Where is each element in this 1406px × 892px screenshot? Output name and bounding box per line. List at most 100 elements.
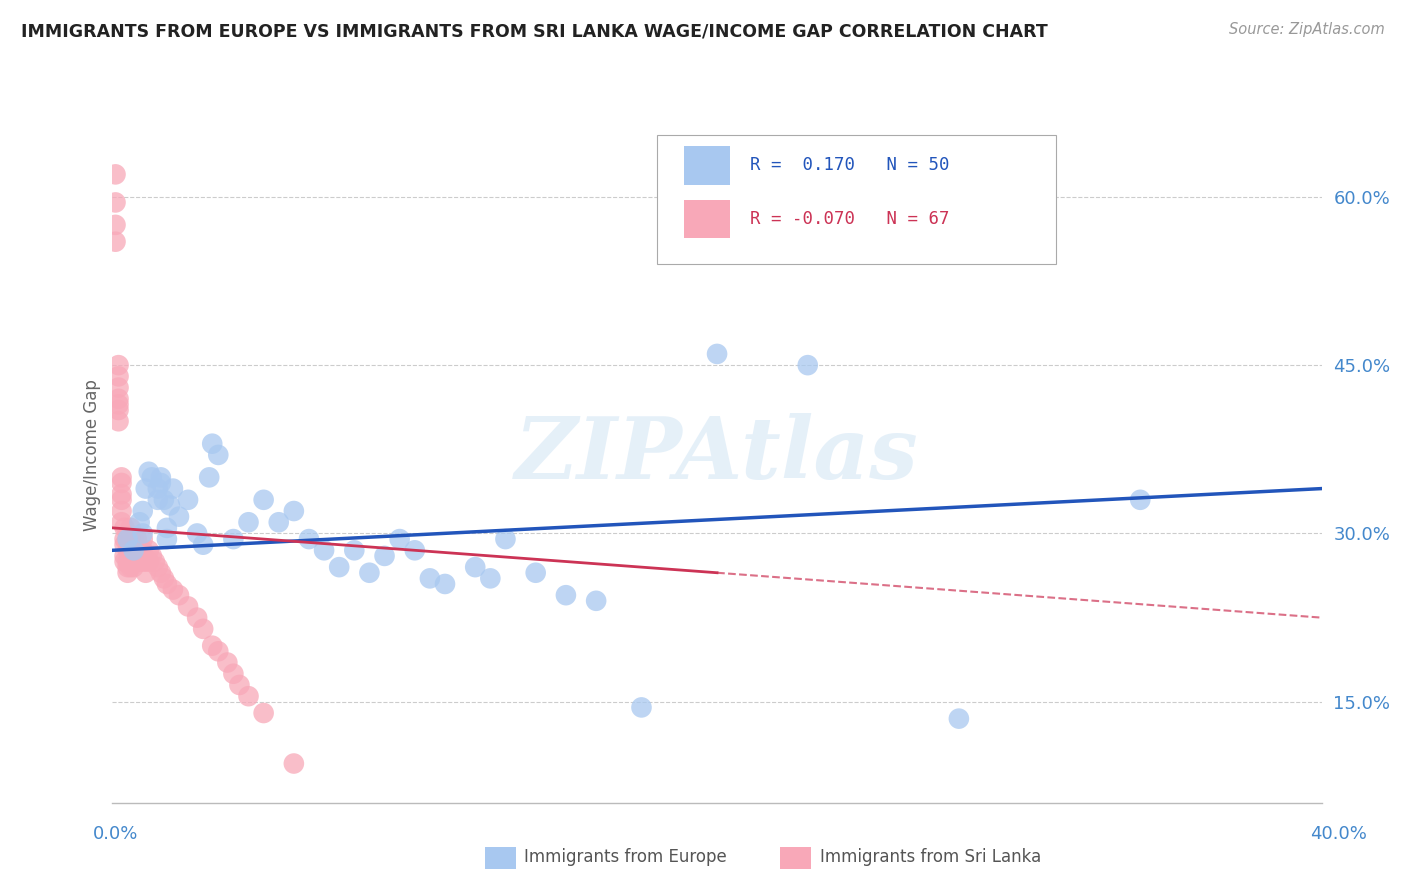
Point [298, 532, 321, 546]
Text: Source: ZipAtlas.com: Source: ZipAtlas.com [1229, 22, 1385, 37]
Point [138, 543, 160, 558]
Point [948, 712, 970, 726]
Point [122, 549, 145, 563]
Point [149, 470, 172, 484]
Point [120, 532, 142, 546]
Point [156, 577, 179, 591]
Point [201, 436, 224, 450]
Text: ZIPAtlas: ZIPAtlas [515, 413, 920, 497]
Point [120, 560, 142, 574]
Point [524, 566, 547, 580]
Point [141, 549, 163, 563]
Point [167, 588, 190, 602]
Point [153, 492, 176, 507]
Point [117, 532, 139, 546]
FancyBboxPatch shape [657, 135, 1056, 263]
Point [120, 555, 142, 569]
Point [122, 560, 145, 574]
Point [135, 482, 157, 496]
Point [198, 470, 221, 484]
Point [107, 403, 129, 417]
Point [104, 195, 127, 210]
Point [207, 448, 229, 462]
Point [630, 700, 652, 714]
Point [122, 543, 145, 558]
Point [177, 492, 200, 507]
Point [114, 532, 136, 546]
Point [110, 492, 132, 507]
Point [132, 504, 155, 518]
Point [135, 555, 157, 569]
Point [110, 504, 132, 518]
Point [138, 465, 160, 479]
Point [177, 599, 200, 614]
Point [120, 543, 142, 558]
Point [135, 566, 157, 580]
Point [114, 555, 136, 569]
Point [146, 482, 169, 496]
Point [433, 577, 456, 591]
Text: 0.0%: 0.0% [93, 825, 138, 843]
Point [419, 571, 441, 585]
Text: Immigrants from Sri Lanka: Immigrants from Sri Lanka [820, 848, 1040, 866]
Point [132, 526, 155, 541]
Point [117, 532, 139, 546]
Point [706, 347, 728, 361]
Point [146, 560, 169, 574]
Point [110, 470, 132, 484]
Point [110, 515, 132, 529]
Point [267, 515, 290, 529]
Point [186, 610, 208, 624]
Point [125, 549, 148, 563]
Point [125, 532, 148, 546]
Point [107, 392, 129, 406]
Point [388, 532, 411, 546]
Point [238, 515, 260, 529]
Y-axis label: Wage/Income Gap: Wage/Income Gap [83, 379, 101, 531]
Point [114, 538, 136, 552]
Point [117, 543, 139, 558]
Bar [685, 146, 730, 185]
Point [128, 555, 150, 569]
Point [122, 543, 145, 558]
Point [117, 555, 139, 569]
Point [143, 555, 166, 569]
Point [585, 594, 607, 608]
Point [132, 543, 155, 558]
Point [554, 588, 576, 602]
Bar [685, 200, 730, 238]
Point [253, 492, 276, 507]
Point [125, 543, 148, 558]
Point [162, 482, 184, 496]
Point [128, 515, 150, 529]
Point [132, 555, 155, 569]
Point [138, 555, 160, 569]
Text: R =  0.170   N = 50: R = 0.170 N = 50 [749, 156, 949, 175]
Point [104, 235, 127, 249]
Point [201, 639, 224, 653]
Text: IMMIGRANTS FROM EUROPE VS IMMIGRANTS FROM SRI LANKA WAGE/INCOME GAP CORRELATION : IMMIGRANTS FROM EUROPE VS IMMIGRANTS FRO… [21, 22, 1047, 40]
Point [107, 358, 129, 372]
Point [238, 689, 260, 703]
Point [107, 397, 129, 411]
Point [191, 622, 214, 636]
Point [374, 549, 396, 563]
Point [156, 521, 179, 535]
Point [343, 543, 366, 558]
Point [404, 543, 426, 558]
Point [110, 487, 132, 501]
Text: 40.0%: 40.0% [1310, 825, 1367, 843]
Point [159, 499, 181, 513]
Text: Immigrants from Europe: Immigrants from Europe [524, 848, 727, 866]
Point [146, 492, 169, 507]
Point [228, 678, 250, 692]
Point [283, 504, 305, 518]
Point [162, 582, 184, 597]
Point [107, 414, 129, 428]
Point [104, 218, 127, 232]
Point [217, 656, 239, 670]
Point [114, 521, 136, 535]
Point [110, 475, 132, 490]
Point [107, 381, 129, 395]
Point [222, 666, 245, 681]
